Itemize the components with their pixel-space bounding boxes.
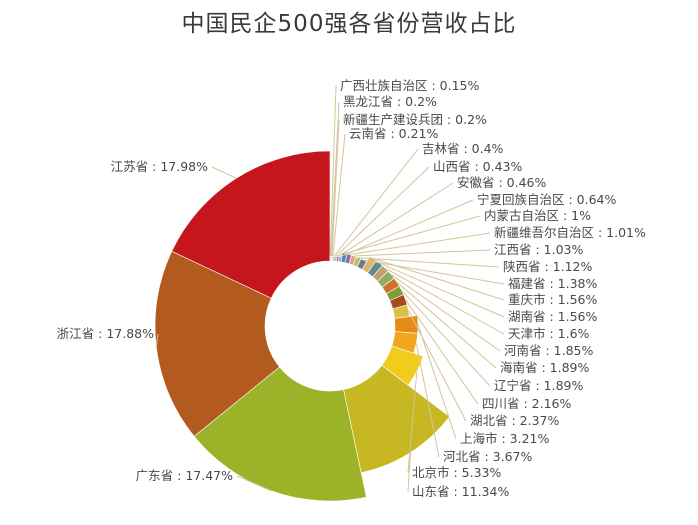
leader-line [332,133,346,257]
leader-line [407,452,411,493]
leader-line [407,371,418,474]
slice-label: 福建省 : 1.38% [508,276,597,291]
slice-label: 辽宁省 : 1.89% [494,378,583,393]
slice-label: 天津市 : 1.6% [508,326,590,341]
slice-label: 吉林省 : 0.4% [422,141,504,156]
slice-label: 宁夏回族自治区 : 0.64% [477,192,616,207]
leader-line [335,166,430,257]
slice-label: 山西省 : 0.43% [433,159,522,174]
slice-label: 内蒙古自治区 : 1% [484,208,591,223]
slice-label: 新疆生产建设兵团 : 0.2% [343,112,487,127]
slice-label: 北京市 : 5.33% [412,465,501,480]
slice-label: 广东省 : 17.47% [136,468,233,483]
leader-line [401,289,491,387]
pie-slice [394,315,419,334]
slice-label: 江西省 : 1.03% [494,242,583,257]
leader-line [344,215,481,254]
leader-line [358,257,500,268]
slice-label: 湖南省 : 1.56% [508,309,597,324]
leader-line [396,281,497,369]
slice-label: 上海市 : 3.21% [460,431,549,446]
slice-label: 黑龙江省 : 0.2% [343,94,437,109]
slice-label: 重庆市 : 1.56% [508,292,597,307]
slice-label: 新疆维吾尔自治区 : 1.01% [494,225,646,240]
leader-line [236,475,272,492]
slice-label: 四川省 : 2.16% [482,396,571,411]
leader-line [331,119,340,257]
leader-line [353,249,491,257]
slice-label: 海南省 : 1.89% [500,360,589,375]
slice-label: 广西壮族自治区 : 0.15% [340,78,479,93]
slice-label: 河南省 : 1.85% [504,343,593,358]
slice-label: 安徽省 : 0.46% [457,175,546,190]
chart-title: 中国民企500强各省份营收占比 [181,11,517,37]
leader-line [405,299,479,405]
leader-line [349,232,491,256]
slice-label: 云南省 : 0.21% [349,126,438,141]
leader-line [363,259,505,285]
leader-line [340,199,474,258]
donut-hole [265,261,395,391]
leader-line [333,148,419,257]
slice-label: 浙江省 : 17.88% [57,326,154,341]
leader-line [408,310,467,422]
leader-lines [155,85,505,493]
leader-line [417,324,457,440]
leader-line [379,262,505,318]
leader-line [390,274,501,352]
leader-line [211,166,237,179]
pie-slice [329,255,331,262]
slice-label: 湖北省 : 2.37% [470,413,559,428]
slice-label: 河北省 : 3.67% [443,449,532,464]
leader-line [329,85,337,257]
pie-slice [343,364,450,474]
leader-line [337,182,454,257]
leader-line [385,267,505,335]
pie-slices [154,150,450,502]
slice-label: 山东省 : 11.34% [412,484,509,499]
leader-line [330,101,340,257]
slice-label: 陕西省 : 1.12% [503,259,592,274]
slice-label: 江苏省 : 17.98% [111,159,208,174]
slice-labels: 江苏省 : 17.98% 浙江省 : 17.88% 广东省 : 17.47% 山东省 … [57,78,646,499]
leader-line [155,333,159,348]
leader-line [415,343,440,458]
